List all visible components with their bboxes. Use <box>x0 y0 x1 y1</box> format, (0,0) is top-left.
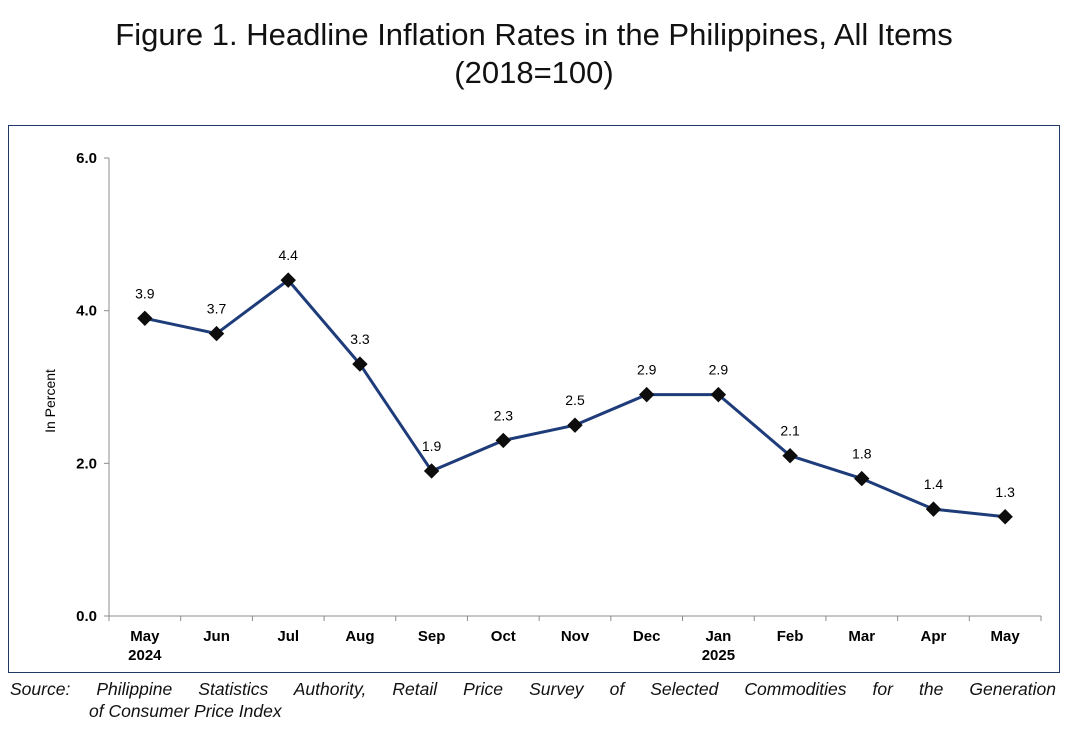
data-label: 2.9 <box>709 362 729 378</box>
y-tick-label: 0.0 <box>76 608 97 625</box>
y-tick-label: 4.0 <box>76 303 97 320</box>
data-label: 2.5 <box>565 392 585 408</box>
x-tick-label: Nov <box>561 628 590 645</box>
data-label: 1.8 <box>852 446 872 462</box>
data-point-marker <box>710 386 727 403</box>
x-tick-sublabel: 2024 <box>128 647 162 664</box>
x-tick-label: Sep <box>418 628 446 645</box>
data-point-marker <box>280 272 296 288</box>
source-note: Source: Philippine Statistics Authority,… <box>10 678 1056 722</box>
data-point-marker <box>352 356 368 372</box>
data-label: 1.4 <box>924 476 944 492</box>
data-label: 3.3 <box>350 331 370 347</box>
chart-title-block: Figure 1. Headline Inflation Rates in th… <box>0 16 1068 92</box>
data-point-marker <box>423 463 440 479</box>
data-point-marker <box>854 470 870 487</box>
x-tick-label: Oct <box>491 628 516 645</box>
source-line-1: Source: Philippine Statistics Authority,… <box>10 679 1056 699</box>
data-point-marker <box>137 310 153 327</box>
data-point-marker <box>495 432 512 449</box>
data-label: 2.3 <box>494 407 514 423</box>
data-point-marker <box>997 509 1013 525</box>
data-label: 2.9 <box>637 362 657 378</box>
y-axis-title: In Percent <box>42 369 58 433</box>
line-chart: 0.0 2.0 4.0 6.0 In Percent May 2024 Jun Jul Aug Se… <box>42 150 1042 664</box>
x-tick-label: May <box>991 628 1021 645</box>
data-point-marker <box>567 417 583 433</box>
x-tick-label: Feb <box>777 628 804 645</box>
data-label: 1.3 <box>995 484 1015 500</box>
data-point-marker <box>925 501 942 517</box>
chart-subtitle: (2018=100) <box>454 55 614 90</box>
x-tick-label: Apr <box>921 628 947 645</box>
x-tick-sublabel: 2025 <box>702 647 735 664</box>
x-tick-label: Jul <box>277 628 299 645</box>
chart-title: Figure 1. Headline Inflation Rates in th… <box>115 17 953 52</box>
chart-frame: 0.0 2.0 4.0 6.0 In Percent May 2024 Jun Jul Aug Se… <box>8 125 1060 673</box>
x-tick-label: Jun <box>203 628 230 645</box>
x-tick-label: Mar <box>848 628 875 645</box>
x-tick-label: Dec <box>633 628 661 645</box>
source-line-2: of Consumer Price Index <box>89 701 282 721</box>
y-tick-label: 2.0 <box>76 455 97 472</box>
data-label: 1.9 <box>422 438 442 454</box>
data-label: 3.7 <box>207 301 227 317</box>
data-label: 2.1 <box>780 423 800 439</box>
data-label: 4.4 <box>278 247 298 263</box>
data-point-marker <box>782 447 798 464</box>
data-label: 3.9 <box>135 285 155 301</box>
data-point-marker <box>208 325 225 342</box>
x-tick-label: Jan <box>705 628 731 645</box>
y-tick-label: 6.0 <box>76 150 97 167</box>
data-point-marker <box>638 386 655 403</box>
x-tick-label: Aug <box>345 628 374 645</box>
x-tick-label: May <box>130 628 160 645</box>
